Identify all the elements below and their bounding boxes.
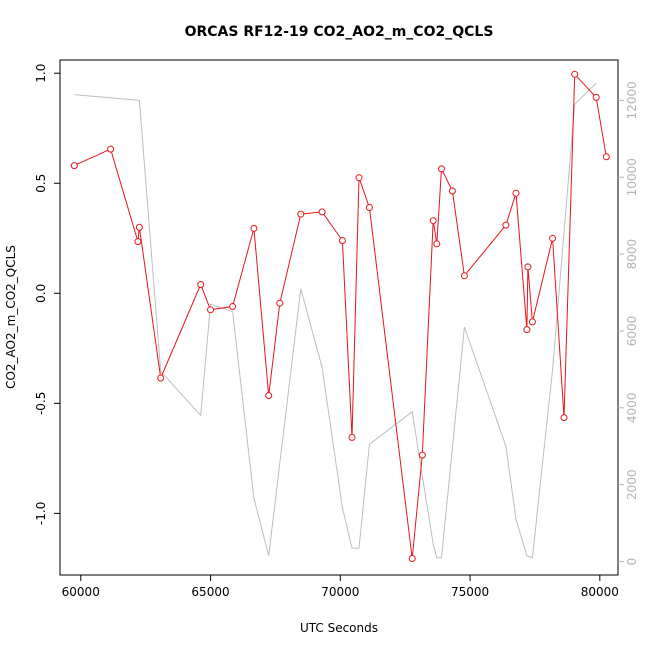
y2-tick-label: 12000 (625, 81, 639, 119)
data-point (207, 306, 214, 314)
data-point (512, 189, 520, 197)
data-point (460, 272, 468, 280)
data-point (197, 281, 205, 288)
data-point (365, 204, 373, 211)
plot-area-frame (59, 59, 619, 576)
data-point (107, 145, 115, 153)
x-tick-label: 80000 (581, 585, 619, 599)
x-tick-label: 60000 (62, 585, 100, 599)
y-axis-right: 0 2000 4000 6000 8000 10000 12000 (618, 81, 639, 565)
chart-title: ORCAS RF12-19 CO2_AO2_m_CO2_QCLS (185, 24, 494, 40)
data-point (70, 162, 78, 170)
y-tick-label: 0.0 (34, 284, 48, 303)
data-point (560, 414, 568, 422)
primary-series-line (74, 73, 607, 559)
data-point (502, 221, 510, 229)
data-point (355, 174, 363, 182)
data-point (297, 210, 305, 218)
y-axis-label: CO2_AO2_m_CO2_QCLS (4, 245, 18, 389)
data-point (276, 299, 284, 307)
y2-tick-label: 4000 (625, 393, 639, 424)
data-point (602, 153, 610, 161)
y-tick-label: -0.5 (34, 392, 48, 415)
y-tick-label: 1.0 (34, 64, 48, 83)
data-point (250, 224, 258, 232)
y2-tick-label: 10000 (625, 158, 639, 196)
data-point (265, 392, 273, 400)
data-point (592, 93, 600, 101)
y2-tick-label: 0 (625, 558, 639, 566)
x-axis: 60000 65000 70000 75000 80000 (62, 575, 619, 599)
data-point (438, 165, 445, 173)
primary-series-layer (70, 70, 610, 562)
data-point (134, 238, 142, 246)
x-axis-label: UTC Seconds (300, 621, 378, 635)
data-point (549, 234, 557, 242)
y2-tick-label: 8000 (625, 239, 639, 270)
data-point (448, 187, 456, 195)
data-point (157, 374, 165, 382)
data-point (338, 237, 346, 244)
x-tick-label: 75000 (451, 585, 489, 599)
data-point (528, 318, 536, 326)
data-point (318, 208, 326, 216)
y-tick-label: 0.5 (34, 174, 48, 193)
y-tick-label: -1.0 (34, 502, 48, 525)
y2-tick-label: 6000 (625, 316, 639, 347)
y-axis-left: -1.0 -0.5 0.0 0.5 1.0 (34, 64, 60, 525)
data-point (571, 70, 579, 78)
data-point (524, 263, 532, 271)
x-tick-label: 70000 (321, 585, 359, 599)
data-point (429, 217, 437, 225)
data-point (229, 303, 237, 310)
data-point (408, 555, 416, 562)
secondary-series-line (74, 82, 597, 559)
data-point (418, 451, 426, 459)
data-point (433, 240, 441, 248)
x-tick-label: 65000 (191, 585, 229, 599)
data-point (135, 223, 143, 231)
data-point (523, 326, 531, 334)
secondary-series-layer (74, 82, 597, 559)
data-point (348, 433, 356, 441)
y2-tick-label: 2000 (625, 469, 639, 500)
